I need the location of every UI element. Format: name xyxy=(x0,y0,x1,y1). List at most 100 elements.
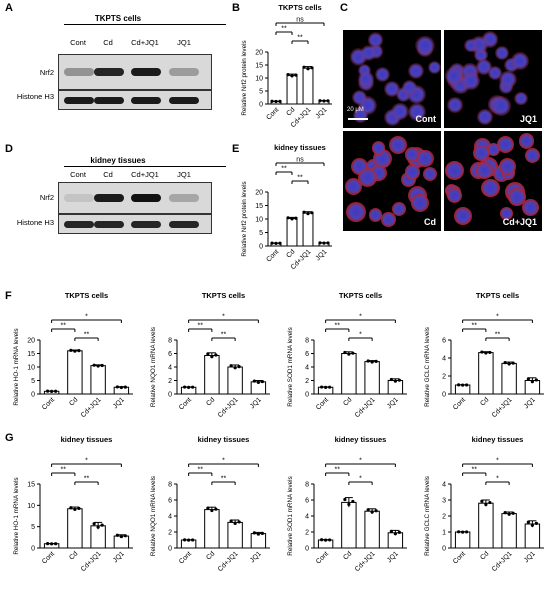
western-blot-d: kidney tissues Cont Cd Cd+JQ1 JQ1 Nrf2 H… xyxy=(8,156,228,236)
lane-label: Cd+JQ1 xyxy=(131,170,159,179)
x-tick-label: JQ1 xyxy=(315,106,329,120)
data-point xyxy=(119,385,123,390)
data-point xyxy=(278,99,282,103)
y-tick-label: 6 xyxy=(442,338,446,345)
data-point xyxy=(534,378,538,382)
bar xyxy=(286,74,298,105)
significance-label: ** xyxy=(198,323,204,330)
x-tick-label: Cont xyxy=(452,550,467,565)
bar xyxy=(524,523,541,549)
y-tick-label: 5 xyxy=(259,89,263,96)
cell-nucleus xyxy=(371,141,386,156)
blot-band xyxy=(63,194,94,202)
x-tick-label: Cont xyxy=(265,248,280,263)
bar xyxy=(286,217,298,247)
data-point xyxy=(393,532,397,536)
y-tick-label: 0 xyxy=(168,392,172,399)
chart-g2: kidney tissues 0 2 4 6 8 Relative NQO1 mRNA le… xyxy=(139,432,276,582)
chart-f3: TKPTS cells 0 2 4 6 8 Relative SOD1 mRNA level… xyxy=(276,288,413,428)
cell-nucleus xyxy=(384,81,400,97)
y-tick-label: 2 xyxy=(442,514,446,521)
x-tick-label: Cd xyxy=(205,396,216,407)
blot-band xyxy=(168,96,199,104)
data-point xyxy=(115,385,119,389)
cell-nucleus xyxy=(495,46,510,61)
y-axis-label: Relative SOD1 mRNA levels xyxy=(287,476,294,555)
cell-nucleus xyxy=(375,67,391,82)
cell-nucleus xyxy=(407,103,426,122)
y-tick-label: 6 xyxy=(305,498,309,505)
x-tick-label: Cd xyxy=(68,396,79,407)
western-blot-a: TKPTS cells Cont Cd Cd+JQ1 JQ1 Nrf2 Hist… xyxy=(8,14,228,110)
data-point xyxy=(322,241,326,245)
bar xyxy=(227,521,243,549)
panel-label-f: F xyxy=(5,290,12,302)
data-point xyxy=(484,502,488,507)
blot-band xyxy=(63,68,94,76)
data-point xyxy=(96,364,100,368)
data-point xyxy=(69,506,73,510)
x-tick-label: Cont xyxy=(41,396,56,411)
cell-nucleus xyxy=(462,71,481,90)
x-tick-label: Cd+JQ1 xyxy=(217,550,240,573)
y-tick-label: 0 xyxy=(31,392,35,399)
bar xyxy=(250,533,267,549)
lane-label: JQ1 xyxy=(177,170,191,179)
data-point xyxy=(306,212,310,216)
cell-nucleus xyxy=(500,207,514,221)
cell-nucleus xyxy=(473,144,490,162)
blot-band xyxy=(168,220,199,228)
y-tick-label: 0 xyxy=(442,392,446,399)
data-point xyxy=(503,511,507,515)
cell-nucleus xyxy=(522,198,540,216)
chart-e: kidney tissues 0 5 10 15 20 Relative Nrf2 prot… xyxy=(230,140,338,280)
data-point xyxy=(233,366,237,370)
data-point xyxy=(206,352,210,356)
bar xyxy=(478,352,494,395)
cell-nucleus xyxy=(410,193,429,212)
data-point xyxy=(326,241,330,245)
significance-label: ** xyxy=(472,323,478,330)
blot-band xyxy=(130,220,161,228)
data-point xyxy=(326,99,330,103)
data-point xyxy=(183,385,187,389)
blot-title: kidney tissues xyxy=(90,156,146,165)
blot-band xyxy=(63,96,94,104)
cell-nucleus xyxy=(367,32,383,48)
chart-title: kidney tissues xyxy=(274,143,326,152)
data-point xyxy=(374,509,378,513)
row-label-histone: Histone H3 xyxy=(16,218,54,227)
bar xyxy=(90,365,106,395)
significance-label: ** xyxy=(84,332,90,339)
significance-label: ** xyxy=(221,332,227,339)
x-tick-label: Cd xyxy=(479,550,490,561)
x-tick-label: JQ1 xyxy=(523,396,537,410)
y-tick-label: 4 xyxy=(305,514,309,521)
data-point xyxy=(286,216,290,220)
data-point xyxy=(210,355,214,359)
bar-chart-svg: kidney tissues 0 5 10 15 20 Relative Nrf2 prot… xyxy=(241,143,332,271)
y-tick-label: 2 xyxy=(305,530,309,537)
data-point xyxy=(347,502,351,506)
x-tick-label: Cd xyxy=(342,396,353,407)
data-point xyxy=(252,379,256,383)
scale-bar xyxy=(348,118,368,120)
cell-nucleus xyxy=(499,70,517,89)
bar xyxy=(454,531,471,549)
x-tick-label: Cont xyxy=(178,396,193,411)
y-tick-label: 3 xyxy=(442,498,446,505)
data-point xyxy=(366,359,370,363)
cell-nucleus xyxy=(464,38,478,52)
cell-nucleus xyxy=(477,108,494,126)
y-tick-label: 10 xyxy=(27,365,35,372)
blot-band xyxy=(130,68,161,76)
data-point xyxy=(397,530,401,534)
data-point xyxy=(69,348,73,352)
x-tick-label: Cd+JQ1 xyxy=(491,550,514,573)
bar xyxy=(364,361,380,395)
y-tick-label: 2 xyxy=(442,374,446,381)
bar xyxy=(204,509,220,549)
data-point xyxy=(347,352,351,356)
cell-nucleus xyxy=(368,207,383,222)
y-tick-label: 5 xyxy=(31,378,35,385)
